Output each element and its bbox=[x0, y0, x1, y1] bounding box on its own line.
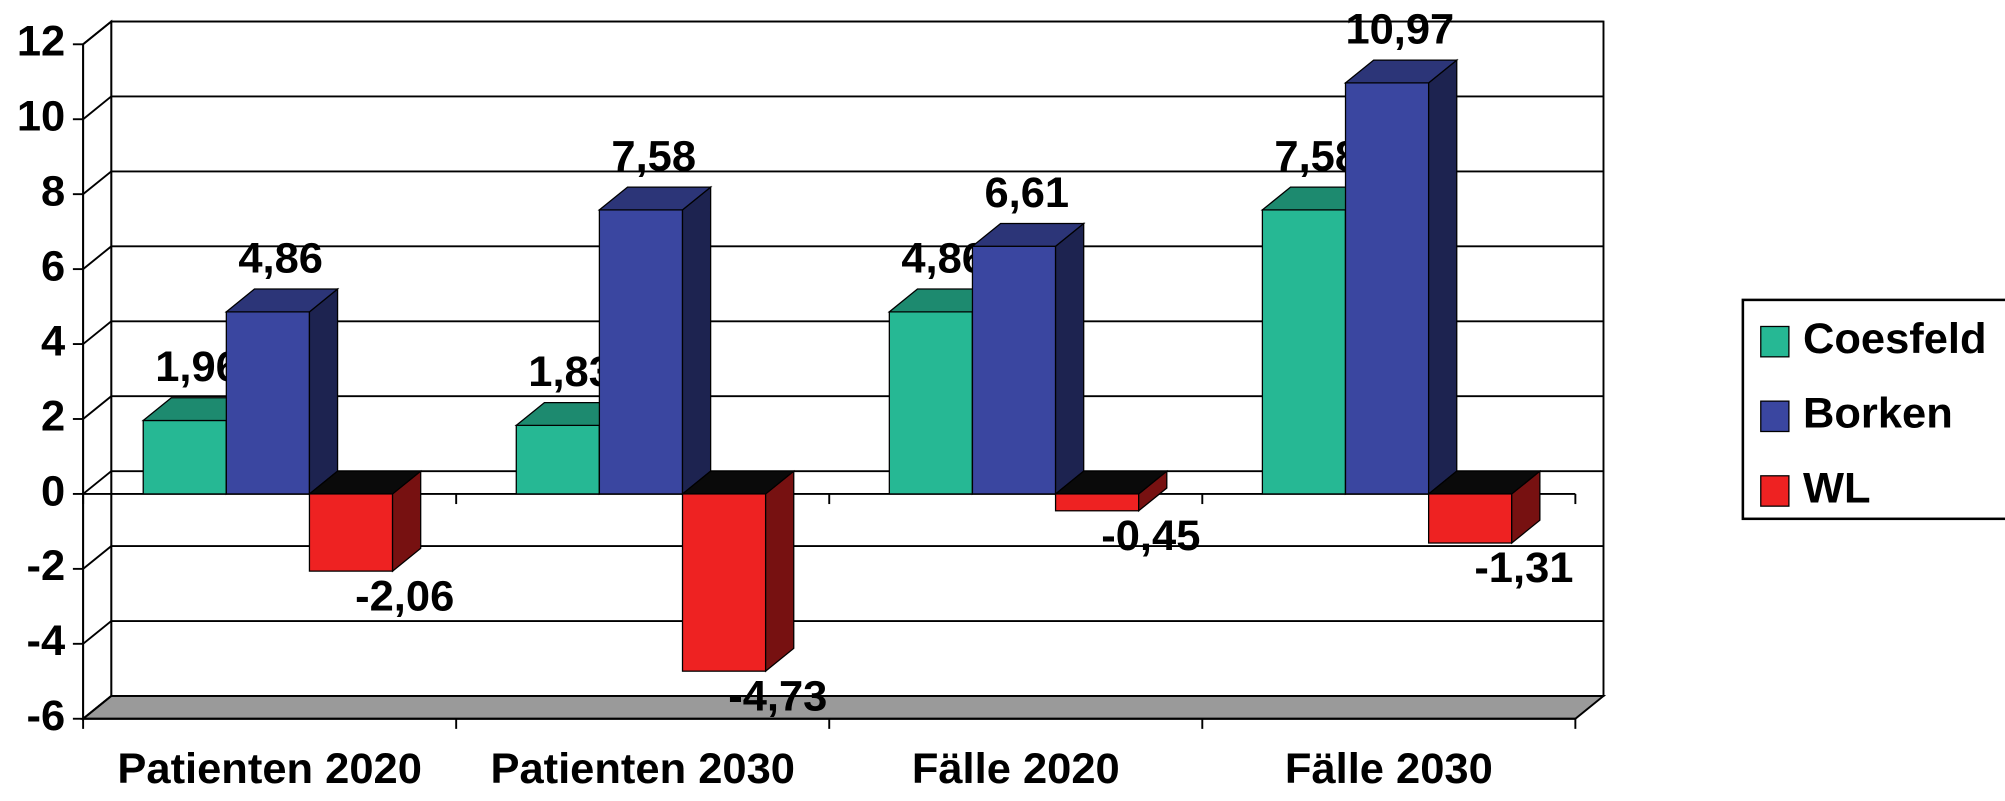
grid-line bbox=[82, 320, 1604, 345]
bar-top bbox=[680, 470, 796, 495]
grid-line bbox=[82, 695, 1604, 720]
y-tick-label: 2 bbox=[41, 393, 65, 441]
data-label: 7,58 bbox=[611, 133, 696, 181]
legend-label: Coesfeld bbox=[1803, 315, 1987, 363]
bar bbox=[971, 245, 1057, 495]
bar bbox=[888, 311, 974, 495]
bar-top bbox=[1426, 470, 1542, 495]
grid-line bbox=[82, 170, 1604, 195]
bar bbox=[225, 311, 311, 495]
left-wall bbox=[82, 19, 113, 721]
bar bbox=[515, 424, 601, 495]
y-tick-label: -4 bbox=[27, 617, 66, 665]
grid-line bbox=[82, 395, 1604, 420]
grid-line bbox=[82, 95, 1604, 120]
bar bbox=[681, 493, 767, 672]
bar-top bbox=[224, 288, 340, 313]
data-label: 10,97 bbox=[1345, 6, 1454, 54]
bar-top bbox=[597, 186, 713, 211]
bar-side bbox=[308, 287, 339, 496]
bar-top bbox=[970, 222, 1086, 247]
bar bbox=[1261, 209, 1347, 495]
y-tick-label: 12 bbox=[17, 18, 65, 66]
y-tick-label: -2 bbox=[27, 542, 66, 590]
floor bbox=[80, 695, 1607, 720]
grid-line bbox=[82, 545, 1604, 570]
data-label: 6,61 bbox=[984, 169, 1069, 217]
data-label: 4,86 bbox=[238, 235, 323, 283]
data-label: -4,73 bbox=[728, 673, 827, 721]
bar-top bbox=[307, 470, 423, 495]
data-label: -1,31 bbox=[1474, 544, 1573, 592]
bar bbox=[1344, 82, 1430, 495]
y-tick-label: 0 bbox=[41, 467, 65, 515]
legend-swatch bbox=[1760, 475, 1790, 507]
bar-top bbox=[1343, 59, 1459, 84]
x-tick-label: Fälle 2030 bbox=[1285, 745, 1493, 793]
grid-line bbox=[82, 620, 1604, 645]
bar-side bbox=[1054, 222, 1085, 496]
legend-swatch bbox=[1760, 325, 1790, 358]
y-tick-label: 8 bbox=[41, 168, 65, 216]
bar bbox=[308, 493, 394, 572]
legend-swatch bbox=[1760, 400, 1790, 433]
x-tick-label: Patienten 2030 bbox=[490, 745, 794, 793]
bar bbox=[1054, 493, 1140, 512]
grid-line bbox=[82, 20, 1604, 46]
y-tick-label: 10 bbox=[17, 93, 65, 141]
bar-top bbox=[1053, 470, 1169, 495]
data-label: -0,45 bbox=[1101, 512, 1200, 560]
data-label: -2,06 bbox=[355, 573, 454, 621]
bar-side bbox=[1427, 58, 1458, 496]
bar-side bbox=[681, 185, 712, 496]
x-tick-label: Fälle 2020 bbox=[912, 745, 1120, 793]
grid-line bbox=[82, 245, 1604, 270]
bar-side bbox=[764, 469, 795, 673]
bar bbox=[142, 419, 227, 495]
y-tick-label: -6 bbox=[27, 692, 66, 740]
bar bbox=[598, 209, 684, 495]
legend-label: Borken bbox=[1803, 390, 1953, 438]
y-tick-label: 4 bbox=[41, 318, 65, 366]
y-tick-label: 6 bbox=[41, 243, 65, 291]
x-tick-label: Patienten 2020 bbox=[117, 745, 421, 793]
bar bbox=[1427, 493, 1513, 544]
legend-label: WL bbox=[1803, 465, 1871, 513]
